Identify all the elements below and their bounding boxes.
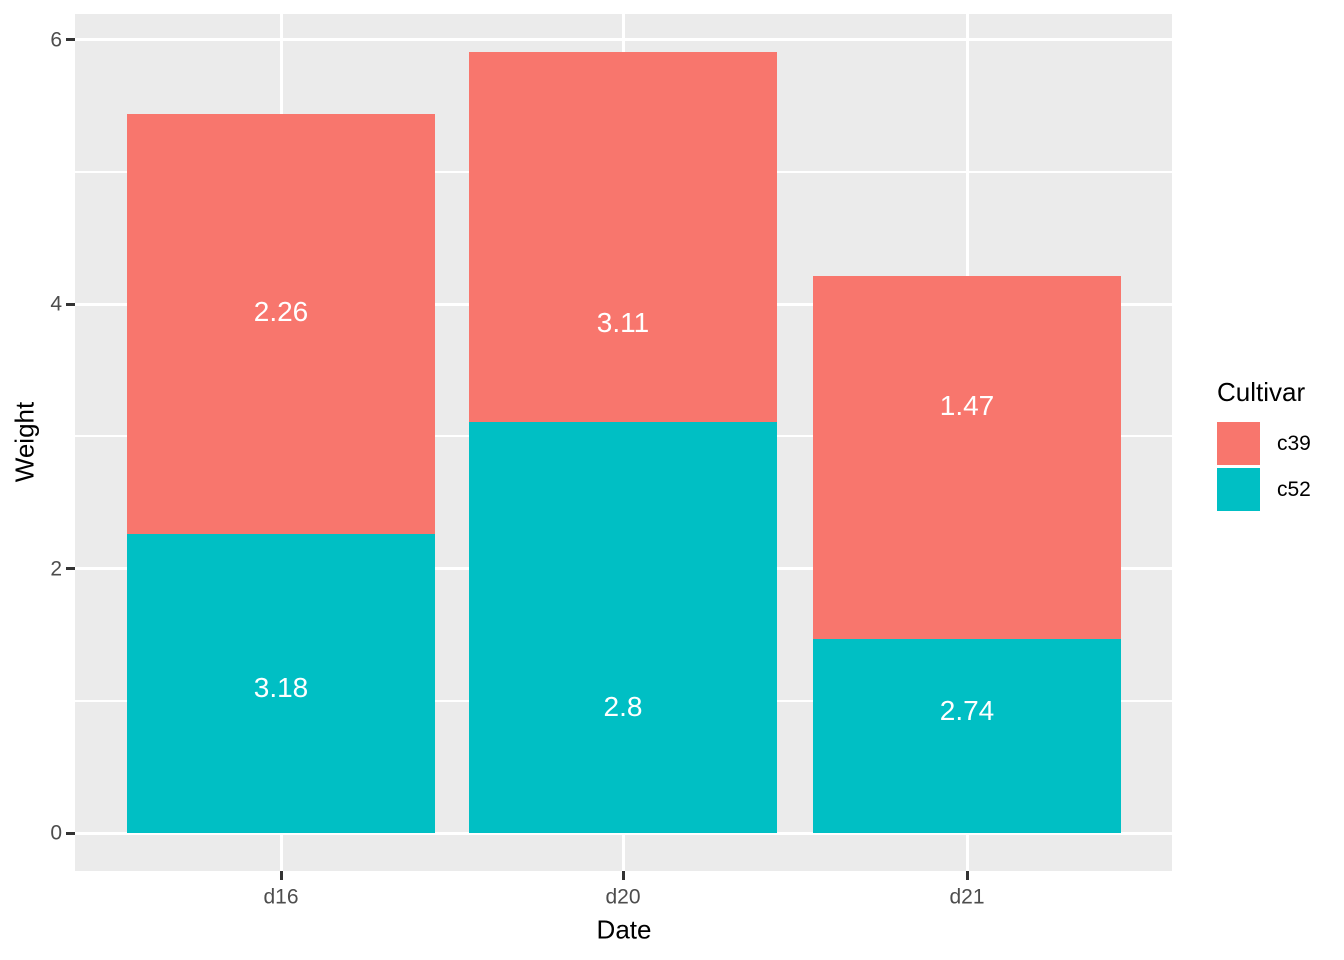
x-axis-title: Date (596, 914, 652, 945)
bar-value-label-c39-d21: 1.47 (939, 389, 995, 421)
bar-value-label-c52-d16: 3.18 (253, 671, 309, 703)
legend-label-c39: c39 (1277, 431, 1311, 455)
y-tick-label: 4 (50, 292, 62, 316)
bar-value-label-c39-d20: 3.11 (596, 306, 650, 338)
x-tick-label-d16: d16 (263, 885, 299, 909)
bar-value-label-c39-d16: 2.26 (253, 296, 309, 328)
legend-entry-c52: c52 (1217, 468, 1311, 511)
y-tick-label: 2 (50, 557, 62, 581)
bar-value-label-c52-d20: 2.8 (603, 691, 643, 723)
bar-segment-c39-d16 (127, 113, 435, 535)
y-tick-mark (66, 38, 75, 42)
legend-swatch-c52 (1217, 468, 1260, 511)
y-axis-title: Weight (9, 401, 40, 483)
x-tick-mark (279, 871, 283, 880)
y-tick-mark (66, 302, 75, 306)
x-tick-label-d21: d21 (949, 885, 985, 909)
y-tick-mark (66, 567, 75, 571)
plot-panel: 3.18 2.26 2.8 3.11 2.74 1.47 (75, 14, 1172, 871)
x-tick-label-d20: d20 (605, 885, 641, 909)
legend-label-c52: c52 (1277, 477, 1311, 501)
bar-segment-c52-d21 (813, 638, 1121, 833)
legend-swatch-c39 (1217, 422, 1260, 465)
bar-segment-c39-d20 (469, 51, 777, 422)
legend-entry-c39: c39 (1217, 422, 1311, 465)
y-tick-label: 0 (50, 821, 62, 845)
legend-keys: c39 c52 (1217, 422, 1311, 511)
bar-segment-c52-d16 (127, 534, 435, 833)
legend-title: Cultivar (1217, 377, 1306, 407)
x-tick-mark (965, 871, 969, 880)
x-tick-mark (621, 871, 625, 880)
bar-segment-c52-d20 (469, 421, 777, 833)
bar-segment-c39-d21 (813, 276, 1121, 639)
legend: Cultivar c39 c52 (1217, 377, 1311, 514)
y-tick-label: 6 (50, 28, 62, 52)
y-tick-mark (66, 831, 75, 835)
bar-value-label-c52-d21: 2.74 (939, 695, 995, 727)
